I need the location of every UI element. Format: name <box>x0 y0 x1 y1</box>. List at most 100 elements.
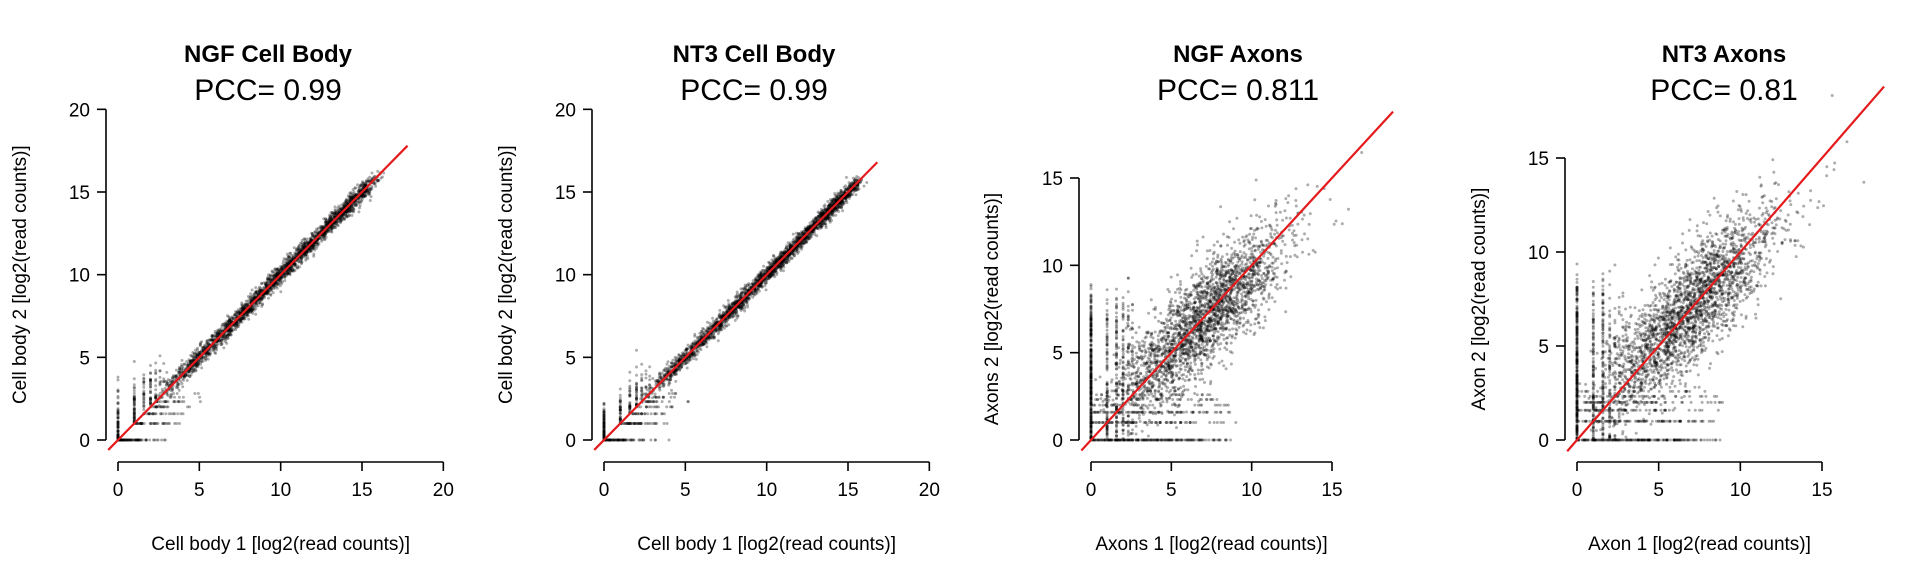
scatter-point <box>813 233 817 236</box>
scatter-point <box>826 199 830 203</box>
scatter-point <box>351 192 355 196</box>
scatter-point <box>116 425 120 429</box>
scatter-point <box>177 370 181 374</box>
scatter-point <box>213 334 217 338</box>
scatter-point <box>151 422 155 425</box>
scatter-point <box>333 208 337 212</box>
scatter-point <box>153 412 157 416</box>
scatter-point <box>244 302 248 306</box>
scatter-point <box>290 257 293 261</box>
scatter-point <box>300 261 304 265</box>
scatter-point <box>149 382 152 386</box>
scatter-point <box>142 397 146 401</box>
scatter-point <box>193 392 197 395</box>
scatter-point <box>158 369 162 373</box>
scatter-point <box>275 282 279 286</box>
scatter-point <box>142 377 146 381</box>
scatter-point <box>266 281 270 285</box>
scatter-point <box>182 400 186 404</box>
scatter-point <box>285 252 289 256</box>
scatter-point <box>244 299 248 303</box>
scatter-point <box>276 267 280 271</box>
panel-title: NT3 Cell Body <box>673 41 836 68</box>
scatter-point <box>204 358 207 362</box>
scatter-point <box>368 199 372 202</box>
scatter-point <box>142 373 146 377</box>
scatter-point <box>685 366 689 370</box>
scatter-point <box>653 392 657 396</box>
scatter-point <box>181 412 185 416</box>
scatter-point <box>739 293 743 296</box>
scatter-point <box>116 402 120 406</box>
scatter-point <box>324 220 328 224</box>
scatter-point <box>185 379 189 382</box>
scatter-point <box>250 288 254 292</box>
scatter-point <box>350 209 354 213</box>
y-tick-label: 15 <box>69 183 90 204</box>
scatter-point <box>116 409 120 413</box>
scatter-point <box>205 339 209 343</box>
scatter-point <box>348 191 352 195</box>
scatter-point <box>148 412 152 416</box>
scatter-point <box>132 360 136 363</box>
scatter-point <box>844 175 848 179</box>
scatter-point <box>273 268 277 271</box>
scatter-point <box>260 302 264 306</box>
scatter-point <box>182 362 186 366</box>
scatter-point <box>240 303 244 307</box>
scatter-point <box>180 368 184 372</box>
scatter-point <box>303 237 307 241</box>
panel-title: NGF Cell Body <box>184 41 353 68</box>
scatter-point <box>149 389 152 393</box>
scatter-point <box>706 326 710 329</box>
scatter-point <box>149 379 152 382</box>
scatter-point <box>234 328 237 332</box>
scatter-point <box>132 438 136 442</box>
scatter-point <box>160 438 164 442</box>
y-tick-label: 10 <box>69 266 90 287</box>
scatter-point <box>125 438 129 442</box>
y-tick-label: 0 <box>79 431 90 452</box>
scatter-point <box>154 371 158 375</box>
scatter-point <box>148 438 152 442</box>
scatter-point <box>200 366 204 370</box>
scatter-point <box>338 220 342 224</box>
scatter-point <box>345 215 349 219</box>
scatter-point <box>711 316 715 320</box>
scatter-point <box>169 389 173 393</box>
scatter-point <box>356 183 359 187</box>
scatter-point <box>380 175 384 179</box>
scatter-point <box>782 269 785 273</box>
scatter-point <box>376 169 380 173</box>
scatter-point <box>705 345 709 349</box>
scatter-point <box>244 315 248 318</box>
scatter-point <box>370 184 374 188</box>
scatter-point <box>149 371 152 375</box>
scatter-point <box>168 395 172 399</box>
x-tick-label: 0 <box>113 480 124 501</box>
scatter-point <box>176 412 180 416</box>
scatter-point <box>175 392 179 395</box>
scatter-point <box>159 412 163 416</box>
scatter-point <box>343 203 347 207</box>
scatter-point <box>211 335 215 339</box>
scatter-point <box>287 271 291 275</box>
scatter-point <box>763 284 767 288</box>
scatter-point <box>271 291 275 295</box>
scatter-point <box>155 405 158 409</box>
scatter-point <box>352 190 356 194</box>
scatter-point <box>346 199 350 203</box>
scatter-point <box>162 362 166 365</box>
scatter-point <box>132 389 136 393</box>
scatter-point <box>247 317 251 321</box>
scatter-point <box>227 329 231 333</box>
scatter-point <box>830 213 834 217</box>
scatter-point <box>256 292 260 296</box>
scatter-point <box>726 299 730 302</box>
scatter-point <box>173 412 177 416</box>
scatter-point <box>329 215 333 219</box>
scatter-point <box>164 412 168 416</box>
scatter-point <box>172 392 175 395</box>
scatter-point <box>132 377 136 381</box>
scatter-point <box>158 375 162 379</box>
